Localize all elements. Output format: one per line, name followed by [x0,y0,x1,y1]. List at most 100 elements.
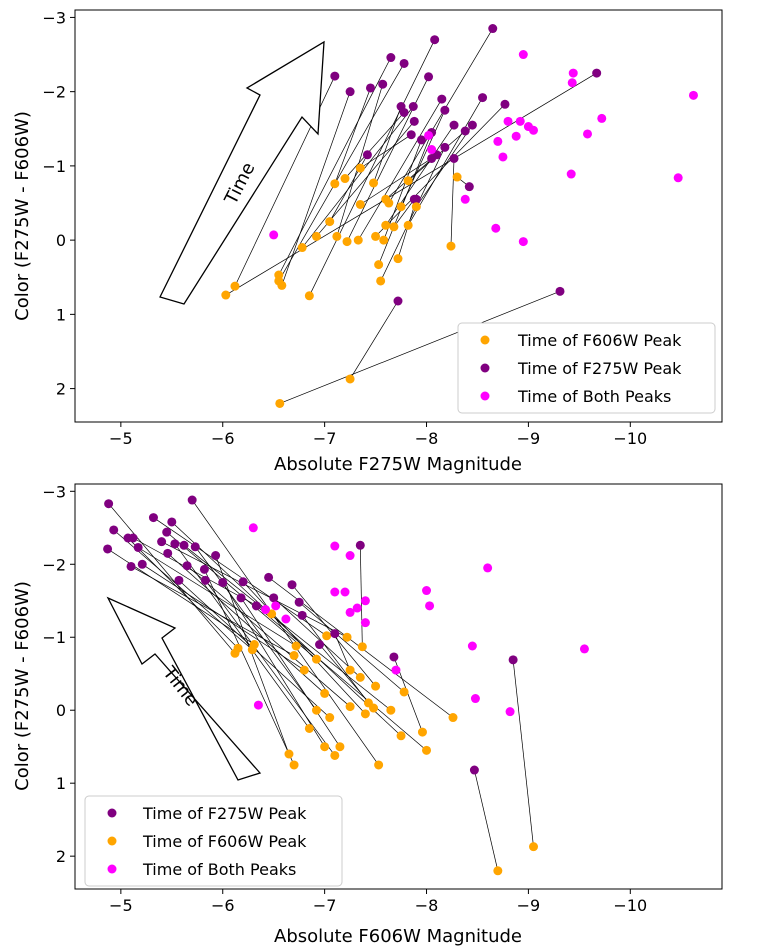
f606w-peak-point [355,672,365,682]
f275w-peak-point [238,577,248,587]
f275w-peak-point [430,35,440,45]
f606w-peak-point [360,709,370,719]
f606w-peak-point [371,681,381,691]
connector-line [474,769,499,871]
f275w-peak-point [211,551,221,561]
y-axis-ticks: −3 −2 −1 0 1 2 [42,8,75,399]
legend-label-both: Time of Both Peaks [142,860,296,879]
f606w-peak-point [230,281,240,291]
connector-line [334,633,351,671]
connector-line [183,545,392,711]
f606w-peak-point [393,254,403,264]
f606w-peak-point [277,280,287,290]
legend-marker-f275w [480,363,490,373]
f275w-peak-point [460,126,470,136]
connector-line [191,499,379,766]
legend-frame [457,322,716,414]
both-peaks-point [352,603,362,613]
x-axis-ticks: −5 −6 −7 −8 −9 −10 [109,889,647,915]
f275w-peak-point [330,629,340,639]
y-tick-label: 2 [56,380,66,399]
legend-label-f275w: Time of F275W Peak [142,804,307,823]
both-peaks-point [467,641,477,651]
connector-line [204,569,295,766]
f275w-peak-point [389,652,399,662]
f606w-peak-point [311,654,321,664]
f275w-peak-point [148,513,158,523]
f275w-peak-point [103,544,113,554]
x-tick-label: −8 [415,896,439,915]
connector-line [334,87,371,184]
f606w-peak-point [374,260,384,270]
f275w-peak-point [330,71,340,81]
f606w-peak-point [374,760,384,770]
f275w-peak-point [133,542,143,552]
connector-line [240,597,341,747]
both-peaks-point [498,152,508,162]
f606w-peak-point [353,235,363,245]
f275w-peak-point [437,94,447,104]
both-peaks-point [518,237,528,247]
connector-line [349,300,399,380]
f275w-peak-point [126,561,136,571]
connector-line [375,104,506,237]
both-peaks-point [345,551,355,561]
f606w-peak-point [299,665,309,675]
f275w-peak-point [464,182,474,192]
y-axis-label: Color (F275W - F606W) [12,111,33,321]
f606w-peak-point [320,742,330,752]
f275w-peak-point [411,194,421,204]
f275w-peak-point [449,120,459,130]
connector-line [279,291,561,404]
both-peaks-point [269,230,279,240]
both-peaks-point [424,130,434,140]
x-tick-label: −9 [517,896,541,915]
legend-marker-f606w [480,335,490,345]
connector-line [242,581,366,715]
connector-line [194,546,317,711]
x-tick-label: −5 [109,429,133,448]
f275w-peak-point [555,286,565,296]
plot-frame [74,483,723,890]
legend-label-both: Time of Both Peaks [517,387,671,406]
legend: Time of F275W Peak Time of F606W Peak Ti… [84,795,343,887]
both-peaks-point [281,614,291,624]
f275w-peak-point [399,58,409,68]
legend-label-f275w: Time of F275W Peak [517,359,682,378]
f275w-peak-point [264,572,274,582]
f606w-peak-point [304,291,314,301]
connector-line [407,97,483,226]
both-peaks-point [391,665,401,675]
connector-line [273,597,361,678]
f606w-peak-point [340,174,350,184]
connector-line [278,57,392,276]
connector-line [373,106,402,184]
connector-line [316,121,415,237]
connector-line [388,28,494,204]
y-tick-label: 0 [56,701,66,720]
x-tick-label: −7 [313,429,337,448]
connector-line [132,537,272,615]
x-axis-label: Absolute F606W Magnitude [274,926,522,947]
connector-line [416,124,473,207]
connector-line [215,555,290,755]
scatter-points [103,495,589,876]
connector-line [301,106,414,248]
both-peaks-point [491,223,501,233]
time-arrow: Time [159,40,325,305]
scatter-points [221,24,698,408]
f606w-peak-point [345,374,355,384]
f606w-peak-point [376,276,386,286]
both-peaks-point [261,605,271,615]
f275w-peak-point [218,578,228,588]
y-tick-label: 2 [56,847,66,866]
x-tick-label: −6 [211,429,235,448]
x-tick-label: −5 [109,896,133,915]
f275w-peak-point [269,593,279,603]
both-peaks-point [688,90,698,100]
legend-marker-both [107,864,117,874]
both-peaks-point [345,607,355,617]
both-peaks-point [253,700,263,710]
f606w-peak-point [355,199,365,209]
